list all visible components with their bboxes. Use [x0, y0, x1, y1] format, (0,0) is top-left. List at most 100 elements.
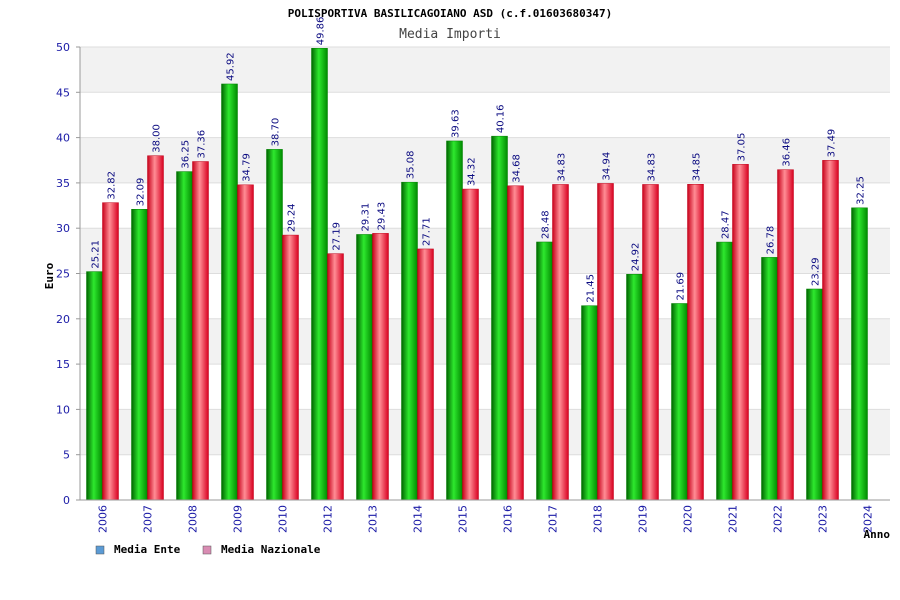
legend: Media Ente Media Nazionale: [95, 543, 321, 556]
bar-media-nazionale-2013: [372, 233, 389, 501]
bar-media-nazionale-2012: [327, 253, 344, 501]
legend-swatch-media-nazionale: [202, 545, 212, 555]
value-label-media-nazionale-2014: 27.71: [422, 217, 433, 246]
value-label-media-nazionale-2017: 34.83: [557, 153, 568, 182]
bar-media-nazionale-2016: [507, 185, 524, 501]
x-tick-label-2014: 2014: [412, 505, 425, 533]
bar-media-nazionale-2020: [687, 184, 704, 501]
y-tick-label: 25: [56, 268, 70, 281]
value-label-media-ente-2010: 38.70: [271, 118, 282, 147]
bar-media-ente-2014: [401, 181, 418, 501]
value-label-media-nazionale-2012: 27.19: [332, 222, 343, 251]
y-axis-ticks: 0 5 10 15 20 25 30 35 40 45 50: [56, 41, 80, 507]
y-tick-label: 20: [56, 313, 70, 326]
y-tick-label: 10: [56, 403, 70, 416]
value-label-media-ente-2014: 35.08: [406, 151, 417, 180]
x-tick-label-2016: 2016: [502, 505, 515, 533]
bar-media-ente-2022: [761, 257, 778, 501]
bar-media-ente-2013: [356, 234, 373, 501]
bar-media-ente-2015: [446, 140, 463, 501]
x-tick-label-2021: 2021: [727, 505, 740, 533]
x-tick-label-2019: 2019: [637, 505, 650, 533]
value-label-media-nazionale-2016: 34.68: [512, 154, 523, 183]
bar-media-ente-2006: [86, 271, 103, 501]
x-tick-label-2017: 2017: [547, 505, 560, 533]
x-tick-label-2007: 2007: [142, 505, 155, 533]
plot-band: [80, 137, 890, 183]
value-label-media-ente-2017: 28.48: [541, 210, 552, 239]
bar-media-nazionale-2022: [777, 169, 794, 501]
y-tick-label: 50: [56, 41, 70, 54]
bar-media-ente-2017: [536, 241, 553, 501]
value-label-media-nazionale-2018: 34.94: [602, 152, 613, 181]
bar-media-ente-2009: [221, 83, 238, 501]
value-label-media-ente-2007: 32.09: [136, 178, 147, 207]
value-label-media-nazionale-2008: 37.36: [197, 130, 208, 159]
bar-media-ente-2021: [716, 241, 733, 501]
bar-media-nazionale-2008: [192, 161, 209, 501]
plot-band: [80, 273, 890, 319]
value-label-media-ente-2022: 26.78: [766, 226, 777, 255]
value-label-media-nazionale-2022: 36.46: [782, 138, 793, 167]
x-axis-ticks: 2006 2007 2008 2009 2010 2012 2013 2014 2015 2016…: [97, 505, 875, 533]
bar-media-nazionale-2006: [102, 202, 119, 501]
y-tick-label: 0: [63, 494, 70, 507]
x-tick-label-2022: 2022: [772, 505, 785, 533]
value-label-media-nazionale-2023: 37.49: [827, 129, 838, 158]
x-axis-title: Anno: [864, 528, 891, 541]
value-label-media-ente-2018: 21.45: [586, 274, 597, 303]
bar-media-ente-2007: [131, 209, 148, 501]
plot-band: [80, 409, 890, 455]
plot-band: [80, 318, 890, 365]
plot-band: [80, 454, 890, 500]
bar-media-ente-2010: [266, 149, 283, 501]
x-tick-label-2020: 2020: [682, 505, 695, 533]
legend-label-media-ente: Media Ente: [114, 543, 181, 556]
value-label-media-ente-2013: 29.31: [361, 203, 372, 232]
value-label-media-ente-2008: 36.25: [181, 140, 192, 169]
bar-media-nazionale-2009: [237, 184, 254, 501]
bar-media-ente-2008: [176, 171, 193, 501]
bar-media-ente-2019: [626, 273, 643, 501]
legend-label-media-nazionale: Media Nazionale: [221, 543, 321, 556]
value-label-media-nazionale-2020: 34.85: [692, 153, 703, 182]
value-label-media-ente-2012: 49.86: [316, 17, 327, 46]
bar-media-nazionale-2021: [732, 164, 749, 501]
x-tick-label-2010: 2010: [277, 505, 290, 533]
value-label-media-ente-2019: 24.92: [631, 243, 642, 272]
value-label-media-ente-2023: 23.29: [811, 257, 822, 286]
value-label-media-nazionale-2007: 38.00: [152, 124, 163, 153]
y-tick-label: 5: [63, 449, 70, 462]
y-tick-label: 35: [56, 177, 70, 190]
bar-media-nazionale-2017: [552, 184, 569, 501]
bar-media-nazionale-2014: [417, 248, 434, 501]
y-axis-title: Euro: [43, 262, 56, 289]
x-tick-label-2018: 2018: [592, 505, 605, 533]
bar-media-ente-2020: [671, 303, 688, 501]
x-tick-label-2024: 2024: [862, 505, 875, 533]
bar-media-nazionale-2007: [147, 155, 164, 501]
value-label-media-ente-2015: 39.63: [451, 109, 462, 138]
plot-band: [80, 364, 890, 410]
bar-media-ente-2016: [491, 135, 508, 501]
bar-media-nazionale-2019: [642, 184, 659, 501]
bar-media-ente-2024: [851, 207, 868, 501]
x-tick-label-2013: 2013: [367, 505, 380, 533]
x-tick-label-2009: 2009: [232, 505, 245, 533]
x-tick-label-2006: 2006: [97, 505, 110, 533]
plot-band: [80, 182, 890, 229]
value-label-media-nazionale-2021: 37.05: [737, 133, 748, 162]
value-label-media-nazionale-2013: 29.43: [377, 202, 388, 231]
chart-title: POLISPORTIVA BASILICAGOIANO ASD (c.f.016…: [288, 7, 613, 20]
bar-media-nazionale-2023: [822, 160, 839, 501]
x-tick-label-2008: 2008: [187, 505, 200, 533]
bar-media-ente-2018: [581, 305, 598, 501]
x-tick-label-2023: 2023: [817, 505, 830, 533]
x-tick-label-2015: 2015: [457, 505, 470, 533]
value-label-media-nazionale-2015: 34.32: [467, 157, 478, 186]
bar-media-nazionale-2010: [282, 234, 299, 501]
y-tick-label: 45: [56, 86, 70, 99]
value-label-media-nazionale-2010: 29.24: [287, 203, 298, 232]
y-tick-label: 15: [56, 358, 70, 371]
